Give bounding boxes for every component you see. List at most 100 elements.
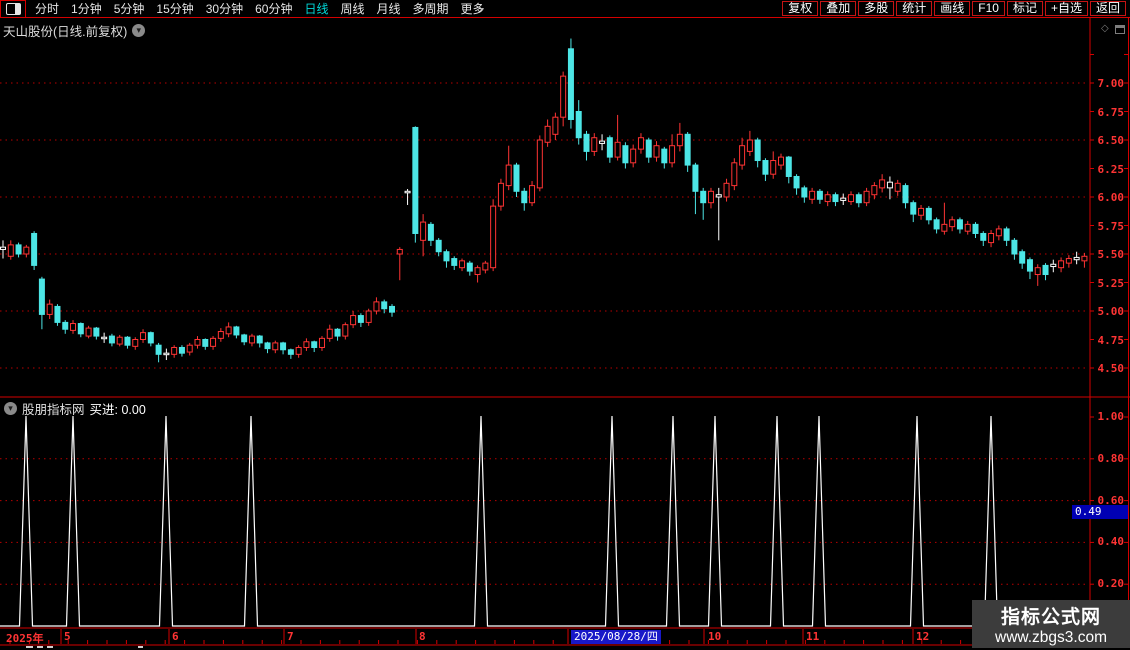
diamond-icon[interactable]: ◇ xyxy=(1101,23,1109,34)
candle-body xyxy=(381,301,388,310)
menu-item-2[interactable]: 1分钟 xyxy=(71,2,102,16)
candle-body xyxy=(778,156,784,166)
candle-body xyxy=(357,315,364,323)
candle-body xyxy=(233,326,240,336)
candle-body xyxy=(886,181,893,189)
candle-body xyxy=(521,190,528,204)
toolbar-button-标记[interactable]: 标记 xyxy=(1006,1,1043,16)
candle-body xyxy=(925,207,932,221)
menu-item-4[interactable]: 15分钟 xyxy=(156,2,194,16)
chart-title: 天山股份(日线.前复权) xyxy=(3,25,128,39)
candle-body xyxy=(272,342,279,351)
indicator-name[interactable]: 股朋指标网 xyxy=(22,403,85,417)
candle-body xyxy=(801,187,808,198)
candle-body xyxy=(583,133,590,152)
top-toolbar: 分时 1分钟 5分钟 15分钟 30分钟 60分钟 日线 周线 月线 多周期 更多 › 复权 叠加 多股… xyxy=(0,0,1130,18)
candle-body xyxy=(669,145,676,164)
candle-body xyxy=(575,111,582,139)
candle-body xyxy=(599,140,606,144)
menu-item-8[interactable]: 周线 xyxy=(340,2,365,16)
signal-axis-label: 0.60 xyxy=(1097,493,1125,507)
candle-body xyxy=(85,327,92,337)
candle-body xyxy=(700,190,707,204)
chevron-down-icon[interactable]: ▾ xyxy=(4,402,17,415)
candle-body xyxy=(396,248,403,255)
date-label: 10 xyxy=(708,630,722,643)
candle-body xyxy=(637,137,644,150)
price-axis-label: 5.25 xyxy=(1097,276,1125,290)
candle-body xyxy=(38,278,45,315)
candle-body xyxy=(326,328,333,339)
candle-body xyxy=(451,258,458,266)
date-label-selected: 2025/08/28/四 xyxy=(571,630,661,644)
menu-item-9[interactable]: 月线 xyxy=(376,2,401,16)
period-menu: 分时 1分钟 5分钟 15分钟 30分钟 60分钟 日线 周线 月线 多周期 更多 xyxy=(26,0,485,17)
candle-body xyxy=(933,219,940,230)
candle-body xyxy=(101,336,108,340)
candle-body xyxy=(186,344,193,353)
price-axis-label: 6.75 xyxy=(1097,105,1125,119)
toolbar-button-返回[interactable]: 返回 xyxy=(1089,1,1126,16)
toolbar-button-统计[interactable]: 统计 xyxy=(896,1,933,16)
candle-body xyxy=(93,327,100,337)
menu-item-10[interactable]: 多周期 xyxy=(412,2,449,16)
candle-body xyxy=(949,219,956,228)
candle-body xyxy=(816,190,823,200)
chevron-down-icon[interactable]: ▾ xyxy=(132,24,146,37)
candle-body xyxy=(194,339,201,346)
panel-toggle-button[interactable] xyxy=(0,0,26,18)
candle-body xyxy=(474,267,481,276)
candle-body xyxy=(0,246,6,250)
candle-body xyxy=(171,346,178,355)
menu-item-5[interactable]: 30分钟 xyxy=(205,2,244,16)
candle-body xyxy=(684,133,691,166)
candle-body xyxy=(513,164,520,192)
candle-body xyxy=(116,336,123,345)
candle-body xyxy=(147,332,154,344)
toolbar-button-多股[interactable]: 多股 xyxy=(858,1,895,16)
candle-body xyxy=(622,145,629,164)
toolbar-button-+自选[interactable]: +自选 xyxy=(1044,1,1088,16)
menu-item-6[interactable]: 60分钟 xyxy=(255,2,293,16)
clipped-statusbar-text xyxy=(26,646,33,648)
candle-body xyxy=(630,148,637,164)
candle-body xyxy=(54,305,61,323)
candle-body xyxy=(490,205,497,269)
price-axis-label: 5.75 xyxy=(1097,219,1125,233)
candle-body xyxy=(676,133,683,147)
candle-body xyxy=(31,232,38,266)
toolbar-button-复权[interactable]: 复权 xyxy=(782,1,819,16)
more-arrow-icon[interactable]: › xyxy=(478,1,483,16)
clipped-statusbar-text xyxy=(138,646,143,648)
candle-body xyxy=(225,326,232,335)
date-label: 11 xyxy=(806,630,820,643)
candle-body xyxy=(1058,260,1065,269)
menu-item-3[interactable]: 5分钟 xyxy=(113,2,145,16)
candle-body xyxy=(1019,251,1026,264)
candle-body xyxy=(840,197,847,201)
clipped-statusbar-text xyxy=(47,646,53,648)
candle-body xyxy=(1034,267,1041,276)
candle-body xyxy=(793,175,800,189)
price-axis-label: 6.00 xyxy=(1097,191,1125,204)
menu-item-1[interactable]: 分时 xyxy=(35,2,60,16)
menu-item-7[interactable]: 日线 xyxy=(304,2,329,16)
clipped-statusbar-text xyxy=(37,646,43,648)
toolbar-button-F10[interactable]: F10 xyxy=(972,1,1005,16)
candle-body xyxy=(661,148,668,164)
candle-body xyxy=(707,190,714,204)
candle-body xyxy=(427,223,434,241)
candle-body xyxy=(412,126,419,234)
toolbar-button-叠加[interactable]: 叠加 xyxy=(820,1,857,16)
menu-item-11[interactable]: 更多 xyxy=(460,2,485,16)
candle-body xyxy=(770,160,777,175)
candle-body xyxy=(988,232,995,244)
candle-body xyxy=(731,162,738,187)
candle-body xyxy=(879,179,886,189)
candle-body xyxy=(552,116,559,135)
candle-body xyxy=(264,342,271,350)
candle-body xyxy=(692,164,699,192)
window-icon[interactable] xyxy=(1114,24,1125,34)
toolbar-button-画线[interactable]: 画线 xyxy=(934,1,971,16)
